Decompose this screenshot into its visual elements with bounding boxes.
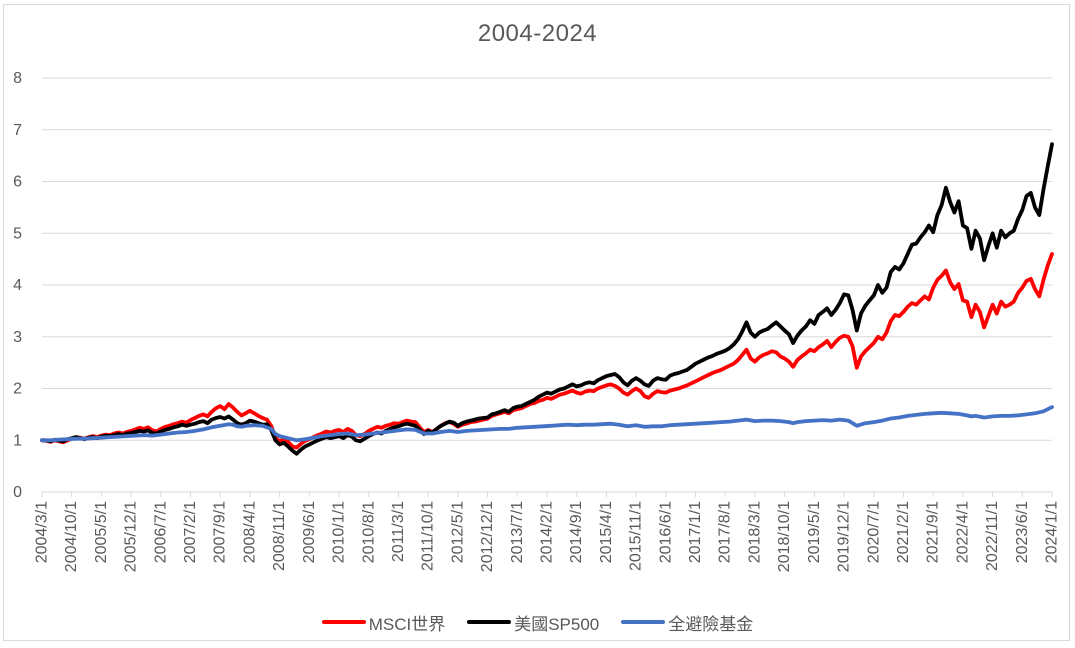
x-axis-label: 2016/6/1	[657, 501, 674, 563]
x-axis-label: 2006/7/1	[152, 501, 169, 563]
legend-label-msci-world: MSCI世界	[368, 614, 446, 634]
x-axis-label: 2023/6/1	[1014, 501, 1031, 563]
y-axis-label: 4	[13, 277, 22, 294]
x-axis-label: 2014/9/1	[568, 501, 585, 563]
x-axis-label: 2007/9/1	[212, 501, 229, 563]
y-axis-label: 2	[13, 381, 22, 398]
x-axis-label: 2014/2/1	[539, 501, 556, 563]
x-axis-label: 2020/7/1	[865, 501, 882, 563]
x-axis-label: 2013/7/1	[509, 501, 526, 563]
series-line-msci-world	[40, 252, 1054, 450]
x-axis-label: 2004/3/1	[34, 501, 51, 563]
x-axis-label: 2019/5/1	[806, 501, 823, 563]
legend-item-msci-world: MSCI世界	[321, 610, 446, 635]
x-axis-label: 2015/11/1	[628, 501, 645, 571]
x-axis-label: 2011/10/1	[420, 501, 437, 571]
x-axis	[41, 491, 1053, 497]
legend-label-hedge-fund: 全避險基金	[668, 614, 754, 634]
y-axis-label: 1	[13, 432, 22, 449]
x-axis-label: 2008/4/1	[241, 501, 258, 563]
x-axis-label: 2012/12/1	[479, 501, 496, 572]
x-axis-label: 2004/10/1	[63, 501, 80, 572]
x-axis-label: 2021/9/1	[925, 501, 942, 563]
x-axis-label: 2008/11/1	[271, 501, 288, 571]
legend-swatch-hedge-fund	[621, 620, 666, 624]
chart-border	[3, 4, 1070, 641]
x-axis-label: 2022/4/1	[954, 501, 971, 563]
x-axis-label: 2019/12/1	[836, 501, 853, 572]
y-axis-label: 6	[13, 174, 22, 191]
series-line-us-sp500	[40, 142, 1054, 456]
series-line-hedge-fund	[40, 405, 1054, 443]
x-axis-label: 2017/8/1	[717, 501, 734, 563]
chart-title: 2004-2024	[477, 20, 598, 47]
y-gridlines	[42, 77, 1052, 441]
y-axis-label: 0	[13, 484, 22, 501]
legend-swatch-us-sp500	[467, 620, 512, 624]
x-axis-label: 2005/5/1	[93, 501, 110, 563]
y-axis-label: 5	[13, 225, 22, 242]
x-axis-label: 2018/10/1	[776, 501, 793, 572]
x-axis-label: 2007/2/1	[182, 501, 199, 563]
x-axis-label: 2010/8/1	[360, 501, 377, 563]
y-axis-label: 3	[13, 329, 22, 346]
legend: MSCI世界 美國SP500 全避險基金	[0, 610, 1075, 634]
x-axis-label: 2024/1/1	[1044, 501, 1061, 563]
x-axis-label: 2022/11/1	[984, 501, 1001, 571]
legend-item-us-sp500: 美國SP500	[467, 610, 599, 635]
y-axis-labels: 0 1 2 3 4 5 6 7 8	[13, 70, 22, 501]
y-axis-label: 8	[13, 70, 22, 87]
x-axis-label: 2005/12/1	[123, 501, 140, 572]
x-axis-label: 2018/3/1	[746, 501, 763, 563]
x-axis-label: 2017/1/1	[687, 501, 704, 563]
y-axis-label: 7	[13, 122, 22, 139]
legend-label-us-sp500: 美國SP500	[514, 614, 600, 634]
x-axis-label: 2012/5/1	[449, 501, 466, 563]
legend-item-hedge-fund: 全避險基金	[621, 610, 753, 635]
x-axis-labels: 2004/3/1 2004/10/1 2005/5/1 2005/12/1 2006/7…	[34, 501, 1061, 572]
x-axis-label: 2015/4/1	[598, 501, 615, 563]
x-axis-label: 2009/6/1	[301, 501, 318, 563]
x-axis-label: 2021/2/1	[895, 501, 912, 563]
x-axis-label: 2011/3/1	[390, 501, 407, 562]
x-axis-label: 2010/1/1	[331, 501, 348, 563]
legend-swatch-msci-world	[321, 620, 366, 624]
